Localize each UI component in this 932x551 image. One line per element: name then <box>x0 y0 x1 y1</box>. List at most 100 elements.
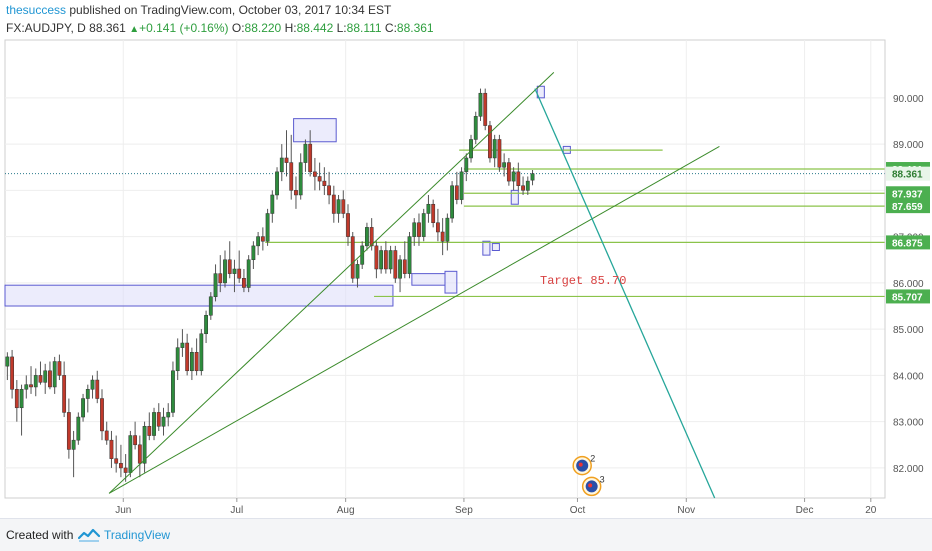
price-tag-label: 87.659 <box>892 202 923 213</box>
close-label: C: <box>384 21 397 35</box>
candle-body <box>431 203 436 223</box>
candle-body <box>355 264 360 279</box>
candle-body <box>133 435 138 446</box>
zones <box>4 85 571 307</box>
candle-body <box>14 389 19 409</box>
candle-body <box>95 379 100 399</box>
symbol-label[interactable]: FX:AUDJPY, D <box>6 21 86 35</box>
candle-body <box>502 162 507 168</box>
tradingview-logo-icon[interactable] <box>78 527 100 543</box>
low-label: L: <box>336 21 347 35</box>
candle-body <box>5 356 10 367</box>
price-tag: 87.659 <box>886 199 930 214</box>
candle-body <box>270 194 275 214</box>
candle-body <box>246 259 251 288</box>
change-value: +0.141 (+0.16%) <box>139 21 229 35</box>
candle-body <box>426 203 431 214</box>
time-axis[interactable]: Jun Jul Aug Sep Oct Nov Dec 20 <box>115 498 877 516</box>
zone-box <box>491 243 500 251</box>
candle-body <box>33 375 38 388</box>
candle-body <box>322 180 327 186</box>
time-tick-label: Oct <box>570 505 586 516</box>
candle-body <box>464 157 469 173</box>
candle-body <box>525 180 530 191</box>
created-with-text: Created with <box>6 528 74 542</box>
price-chart[interactable]: 23 Target 85.70 82.000 83.000 84.000 85.000… <box>0 0 932 518</box>
candle-body <box>185 342 190 372</box>
time-tick-label: 20 <box>865 505 877 516</box>
candle-body <box>421 213 426 237</box>
time-tick-label: Dec <box>796 505 814 516</box>
candle-body <box>298 162 303 196</box>
zone-box <box>4 284 394 307</box>
candle-body <box>38 375 43 383</box>
candle-body <box>402 259 407 274</box>
price-tag-label: 86.875 <box>892 238 923 249</box>
candle-body <box>237 268 242 279</box>
author-link[interactable]: thesuccess <box>6 3 67 17</box>
price-tick-label: 83.000 <box>893 418 924 429</box>
candle-body <box>19 389 24 409</box>
candle-body <box>506 162 511 182</box>
candle-body <box>454 185 459 200</box>
candle-body <box>530 173 535 181</box>
price-tag: 85.707 <box>886 289 930 304</box>
price-tick-label: 90.000 <box>893 94 924 105</box>
high-label: H: <box>284 21 297 35</box>
candle-body <box>284 157 289 163</box>
candle-body <box>208 296 213 316</box>
open-value: 88.220 <box>244 21 282 35</box>
candle-body <box>497 139 502 168</box>
chart-header: thesuccess published on TradingView.com,… <box>0 0 932 40</box>
candle-body <box>516 171 521 186</box>
candle-body <box>412 222 417 237</box>
candle-body <box>104 430 109 441</box>
candle-body <box>156 412 161 427</box>
candle-body <box>24 384 29 390</box>
candle-body <box>383 250 388 270</box>
candle-body <box>336 199 341 214</box>
candle-body <box>100 398 104 432</box>
candle-body <box>279 157 284 173</box>
zone-box <box>510 189 519 205</box>
candle-body <box>85 389 90 399</box>
candle-body <box>171 370 175 413</box>
candle-body <box>10 356 15 390</box>
tradingview-brand[interactable]: TradingView <box>104 528 171 542</box>
candle-body <box>213 273 218 298</box>
candle-body <box>407 236 412 274</box>
candle-body <box>469 139 473 159</box>
event-count: 2 <box>590 454 595 464</box>
candle-body <box>393 250 398 279</box>
candle-body <box>365 227 369 247</box>
candle-body <box>114 458 119 464</box>
price-tag: 86.875 <box>886 235 930 250</box>
candle-body <box>265 213 270 242</box>
candle-body <box>204 315 208 335</box>
event-marker: 2 <box>572 454 595 476</box>
open-label: O: <box>231 21 245 35</box>
candle-body <box>142 426 147 464</box>
candle-body <box>66 412 71 450</box>
candle-body <box>398 259 402 279</box>
candle-body <box>275 171 279 196</box>
ohlc-line: FX:AUDJPY, D 88.361 ▲+0.141 (+0.16%) O:8… <box>6 21 434 35</box>
event-count: 3 <box>600 474 605 484</box>
candle-body <box>232 268 237 274</box>
price-axis[interactable]: 82.00083.00084.00085.00086.00087.00088.0… <box>886 94 930 475</box>
candle-body <box>119 463 123 469</box>
price-tick-label: 86.000 <box>893 279 924 290</box>
candle-body <box>223 259 227 284</box>
price-tag: 88.361 <box>886 166 930 181</box>
candle-body <box>152 412 156 436</box>
candle-body <box>492 139 497 159</box>
footer: Created with TradingView <box>0 518 932 551</box>
time-tick-label: Sep <box>455 505 473 516</box>
plot-area[interactable] <box>4 39 886 499</box>
candle-body <box>242 278 246 288</box>
projection-line <box>534 88 716 499</box>
candle-body <box>71 439 76 450</box>
price-tag-label: 85.707 <box>892 292 923 303</box>
up-arrow-icon: ▲ <box>129 24 140 35</box>
candle-body <box>48 370 52 388</box>
